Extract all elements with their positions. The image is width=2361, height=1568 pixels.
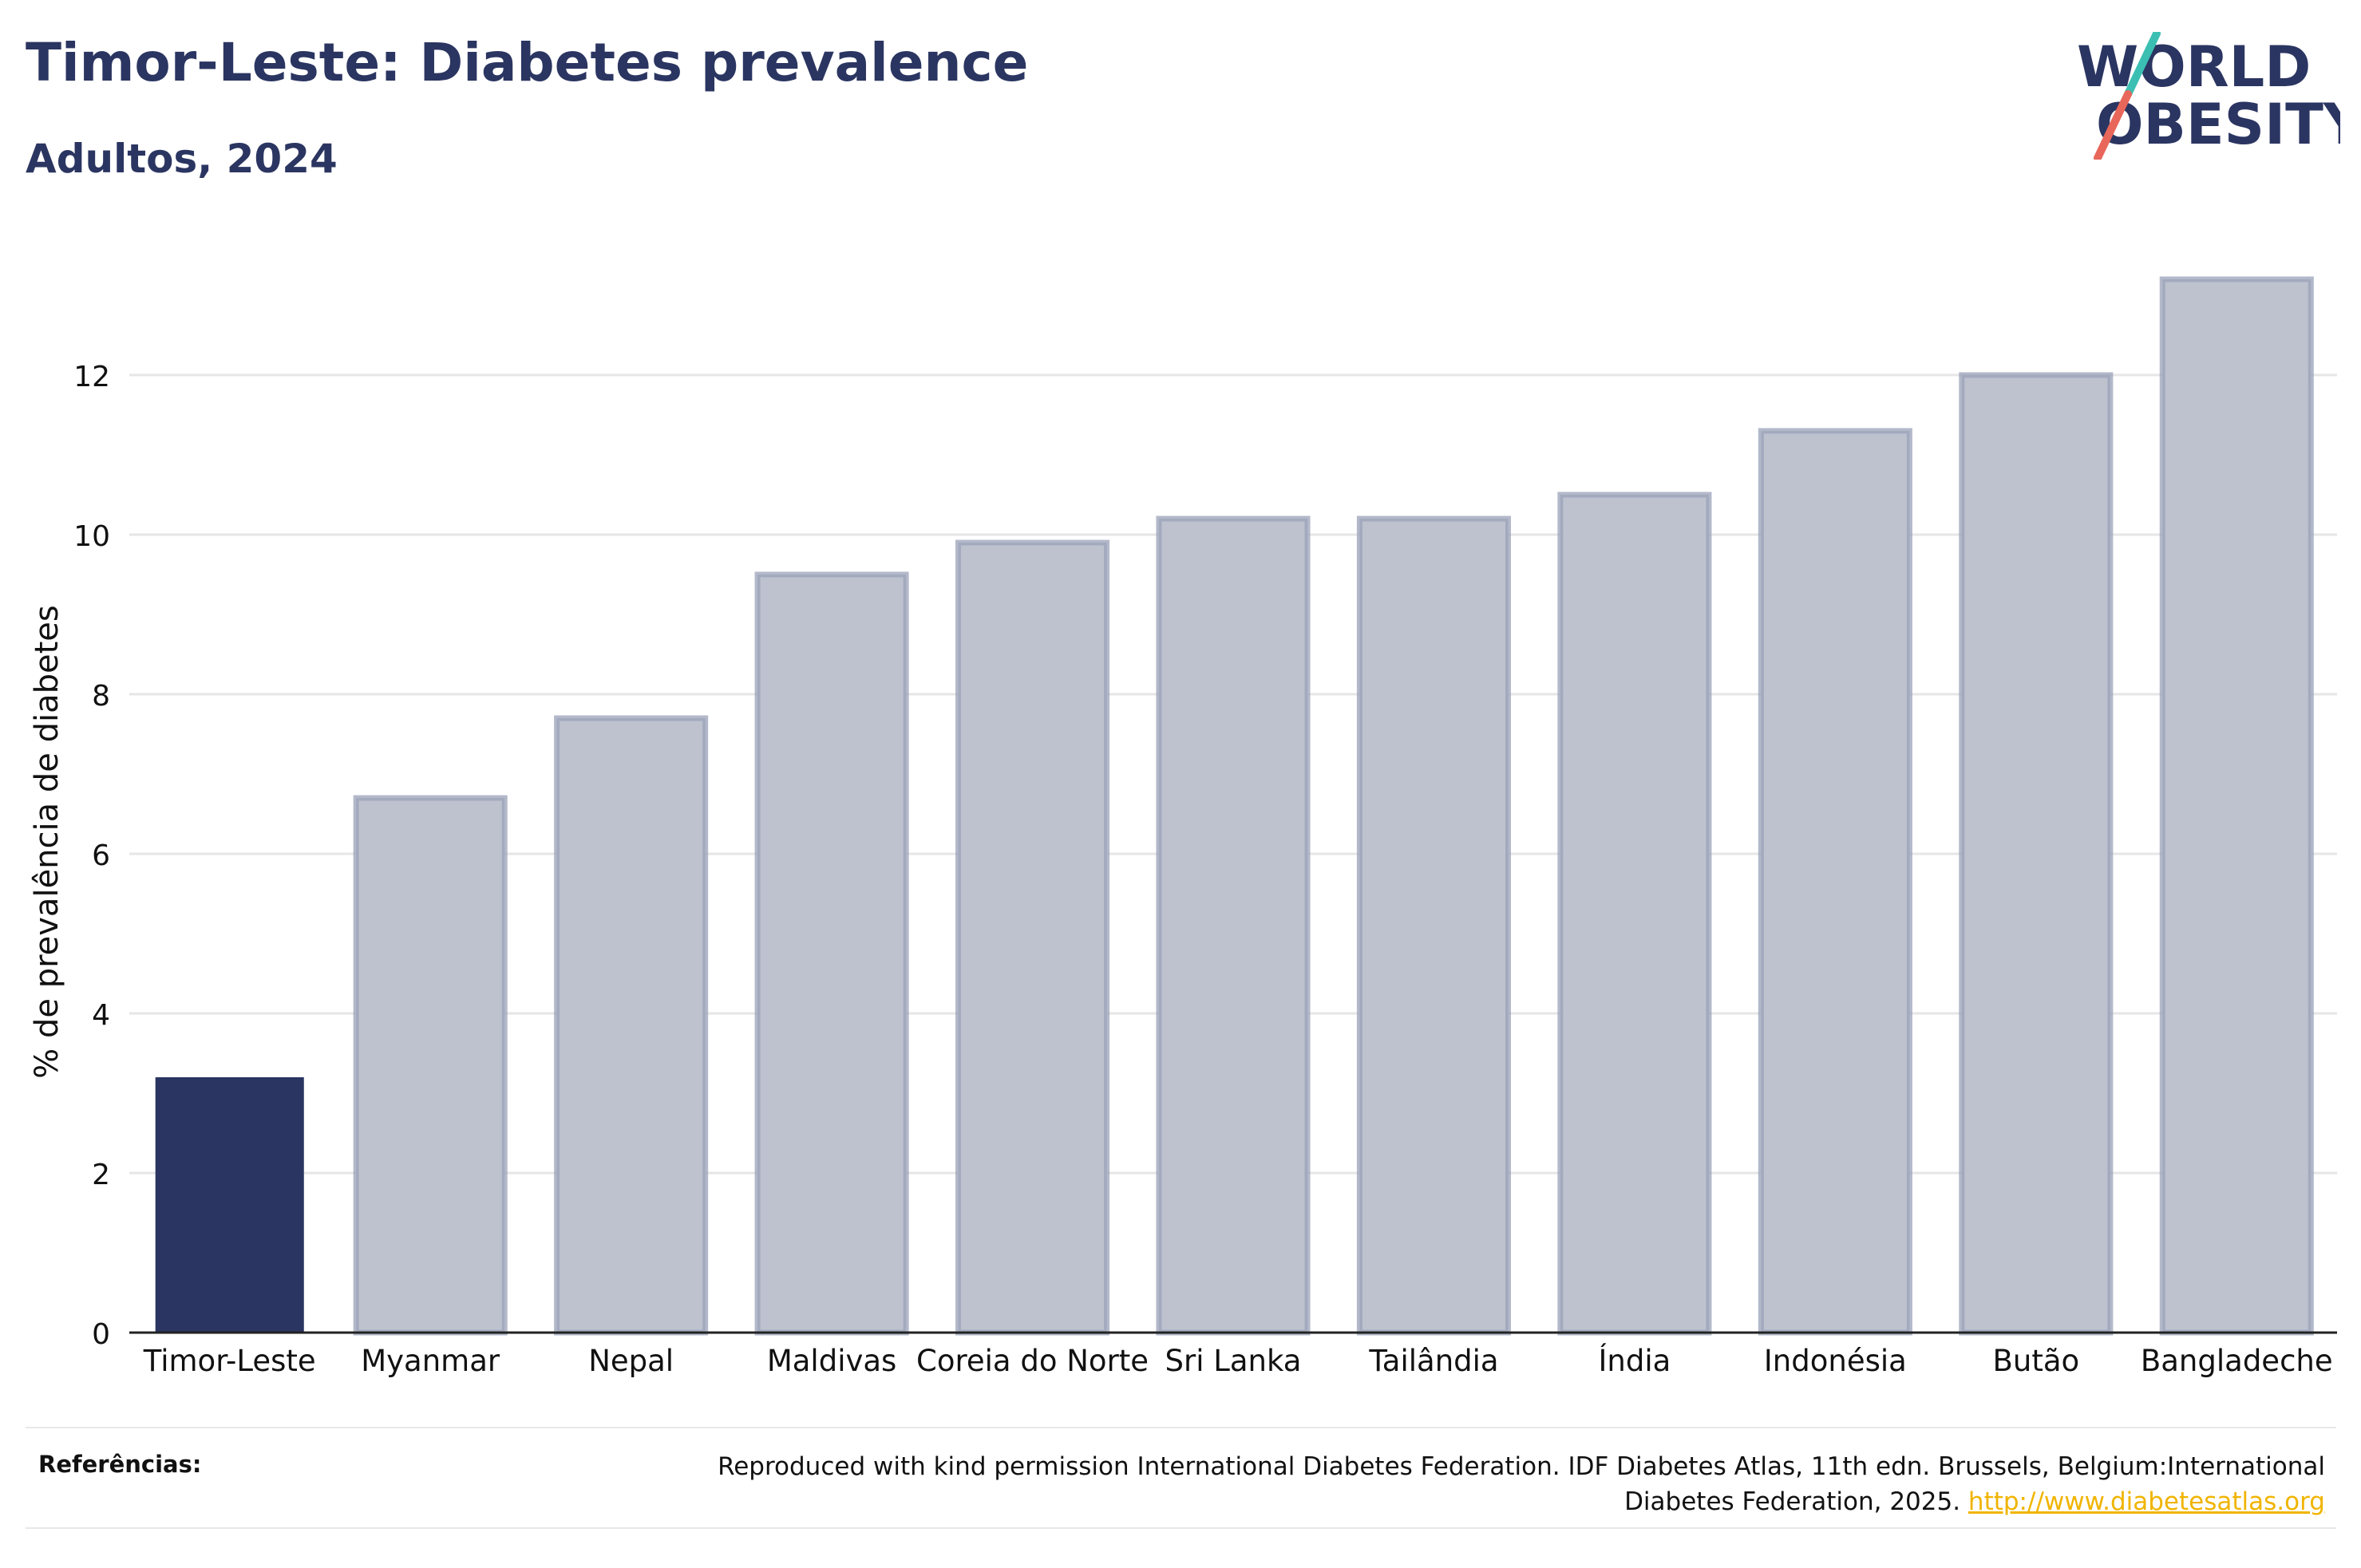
x-tick-label: Coreia do Norte — [916, 1344, 1149, 1378]
y-axis-label: % de prevalência de diabetes — [29, 605, 65, 1078]
bar-maldivas[interactable] — [754, 571, 909, 1336]
x-tick-label: Tailândia — [1368, 1344, 1498, 1378]
x-tick-label: Nepal — [588, 1344, 674, 1378]
y-tick-label: 8 — [92, 680, 110, 713]
bar-tail-ndia[interactable] — [1356, 515, 1511, 1336]
references-box: Referências: Reproduced with kind permis… — [26, 1427, 2336, 1529]
bar-indon-sia[interactable] — [1758, 428, 1912, 1336]
y-tick-label: 10 — [73, 520, 110, 553]
references-text: Reproduced with kind permission Internat… — [609, 1449, 2325, 1519]
y-tick-label: 12 — [73, 361, 110, 393]
x-tick-label: Sri Lanka — [1165, 1344, 1302, 1378]
bar-bangladeche[interactable] — [2159, 276, 2314, 1336]
references-body: Reproduced with kind permission Internat… — [718, 1452, 2325, 1516]
x-tick-label: Indonésia — [1764, 1344, 1907, 1378]
references-label: Referências: — [38, 1451, 202, 1478]
bar-coreia-do-norte[interactable] — [955, 539, 1110, 1336]
bar-nepal[interactable] — [554, 715, 709, 1336]
logo-slash-coral — [2094, 90, 2132, 160]
y-tick-label: 2 — [92, 1159, 110, 1191]
x-tick-label: Myanmar — [361, 1344, 500, 1378]
chart-title: Timor-Leste: Diabetes prevalence — [26, 32, 1029, 93]
bars — [155, 276, 2314, 1336]
x-tick-label: Bangladeche — [2141, 1344, 2333, 1378]
y-tick-label: 4 — [92, 999, 110, 1032]
axes: 0 2 4 6 8 10 12 Timor-Leste Myanmar Nepal Maldivas… — [73, 361, 2337, 1378]
bar-but-o[interactable] — [1959, 372, 2114, 1336]
bar-timor-leste[interactable] — [155, 1077, 304, 1333]
x-tick-label: Timor-Leste — [143, 1344, 316, 1378]
logo-slash-teal — [2124, 32, 2161, 98]
y-tick-label: 6 — [92, 839, 110, 872]
bar--ndia[interactable] — [1557, 492, 1712, 1336]
x-tick-label: Butão — [1992, 1344, 2079, 1378]
bar-sri-lanka[interactable] — [1156, 515, 1311, 1336]
logo-line1: WORLD — [2077, 34, 2311, 100]
references-link[interactable]: http://www.diabetesatlas.org — [1968, 1487, 2325, 1516]
x-tick-label: Índia — [1599, 1343, 1671, 1378]
x-tick-label: Maldivas — [767, 1344, 897, 1378]
bar-chart: 0 2 4 6 8 10 12 Timor-Leste Myanmar Nepal Maldivas… — [29, 276, 2337, 1378]
world-obesity-logo: WORLD OBESITY — [2077, 32, 2340, 160]
y-tick-label: 0 — [92, 1318, 110, 1351]
logo-line2: OBESITY — [2096, 92, 2340, 157]
chart-subtitle: Adultos, 2024 — [26, 136, 338, 182]
bar-myanmar[interactable] — [353, 795, 508, 1336]
